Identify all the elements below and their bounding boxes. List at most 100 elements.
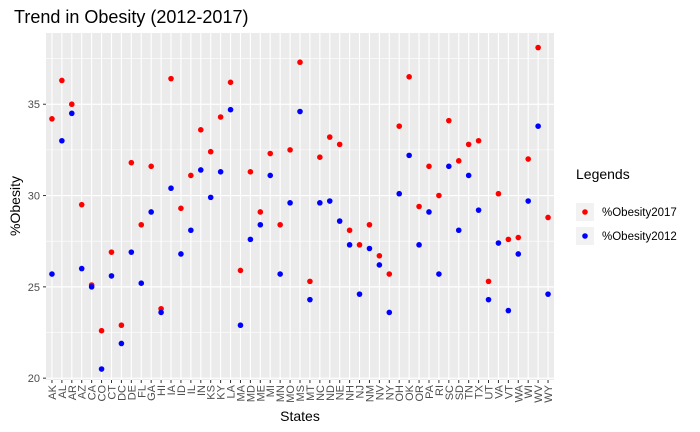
x-tick-label-LA: LA	[226, 384, 238, 398]
point-pct-Obesity2012-SC	[446, 163, 452, 170]
y-tick-label-1: 25	[28, 282, 40, 294]
x-tick-label-NM: NM	[364, 385, 376, 402]
point-pct-Obesity2017-ME	[257, 209, 264, 215]
point-pct-Obesity2012-RI	[436, 271, 442, 277]
point-pct-Obesity2017-IL	[188, 172, 194, 179]
point-pct-Obesity2017-AZ	[78, 201, 85, 208]
x-tick-label-OK: OK	[404, 384, 416, 401]
point-pct-Obesity2017-KY	[217, 114, 224, 120]
point-pct-Obesity2017-CT	[108, 249, 115, 255]
point-pct-Obesity2017-WV	[535, 44, 541, 51]
x-tick-label-CT: CT	[106, 385, 118, 400]
point-pct-Obesity2012-KS	[207, 194, 214, 201]
point-pct-Obesity2017-OR	[416, 203, 422, 210]
point-pct-Obesity2017-MT	[307, 278, 313, 285]
point-pct-Obesity2017-GA	[148, 163, 154, 170]
point-pct-Obesity2012-WI	[525, 198, 532, 204]
x-tick-label-KY: KY	[216, 384, 228, 399]
point-pct-Obesity2012-MT	[307, 296, 313, 303]
point-pct-Obesity2017-AL	[59, 77, 65, 84]
x-tick-label-DC: DC	[116, 385, 128, 401]
x-tick-label-WY: WY	[543, 384, 555, 402]
x-tick-label-FL: FL	[136, 385, 148, 398]
point-pct-Obesity2017-CO	[98, 327, 105, 334]
y-axis-ticks: 20 25 30 35	[28, 99, 46, 385]
x-tick-label-IA: IA	[166, 384, 178, 395]
point-pct-Obesity2012-WA	[515, 251, 522, 257]
point-pct-Obesity2012-CA	[88, 284, 95, 290]
x-tick-label-MI: MI	[265, 385, 277, 397]
x-tick-label-NJ: NJ	[355, 385, 367, 398]
point-pct-Obesity2012-MO	[287, 200, 293, 206]
x-tick-label-MO: MO	[285, 385, 297, 403]
x-tick-label-CA: CA	[87, 384, 99, 400]
legend-title: Legends	[576, 166, 630, 182]
point-pct-Obesity2012-NY	[386, 309, 393, 316]
point-pct-Obesity2017-OK	[406, 74, 412, 80]
point-pct-Obesity2012-NH	[346, 242, 353, 248]
point-pct-Obesity2012-MI	[267, 172, 274, 179]
legend-label-0: %Obesity2017	[602, 207, 677, 219]
point-pct-Obesity2017-NE	[336, 141, 343, 148]
point-pct-Obesity2012-OH	[396, 190, 403, 197]
point-pct-Obesity2017-LA	[227, 79, 234, 86]
x-tick-label-AK: AK	[47, 384, 59, 399]
point-pct-Obesity2017-NJ	[356, 242, 363, 248]
point-pct-Obesity2017-NH	[346, 227, 353, 234]
point-pct-Obesity2017-MI	[267, 150, 274, 157]
point-pct-Obesity2012-OR	[416, 242, 422, 248]
point-pct-Obesity2012-MN	[277, 271, 283, 277]
x-tick-label-IL: IL	[186, 385, 198, 394]
legend-label-1: %Obesity2012	[602, 231, 677, 243]
point-pct-Obesity2012-ND	[326, 198, 333, 204]
x-tick-label-HI: HI	[156, 385, 168, 396]
point-pct-Obesity2012-HI	[158, 309, 164, 316]
point-pct-Obesity2012-OK	[406, 152, 412, 159]
legend: %Obesity2017 %Obesity2012	[576, 203, 677, 245]
point-pct-Obesity2012-CO	[98, 366, 105, 372]
point-pct-Obesity2012-NM	[366, 245, 373, 252]
point-pct-Obesity2017-DE	[128, 159, 135, 166]
point-pct-Obesity2012-AL	[59, 137, 65, 144]
point-pct-Obesity2017-AK	[49, 116, 55, 122]
x-tick-label-OR: OR	[414, 385, 426, 402]
point-pct-Obesity2012-LA	[227, 106, 234, 113]
x-tick-label-ME: ME	[255, 385, 267, 402]
x-tick-label-TX: TX	[474, 384, 486, 399]
y-tick-label-0: 20	[28, 373, 40, 385]
point-pct-Obesity2017-MN	[277, 221, 283, 228]
point-pct-Obesity2012-DE	[128, 249, 135, 255]
x-tick-label-AL: AL	[57, 385, 69, 398]
point-pct-Obesity2017-NC	[317, 154, 323, 160]
y-axis-title: %Obesity	[7, 176, 23, 236]
x-tick-label-NY: NY	[384, 384, 396, 400]
point-pct-Obesity2012-CT	[108, 273, 115, 279]
x-tick-label-SD: SD	[454, 385, 466, 400]
point-pct-Obesity2012-AK	[49, 271, 55, 277]
point-pct-Obesity2017-TN	[465, 141, 472, 148]
x-tick-label-PA: PA	[424, 384, 436, 399]
x-tick-label-KS: KS	[206, 385, 218, 400]
point-pct-Obesity2012-IL	[188, 227, 194, 234]
x-tick-label-OH: OH	[394, 385, 406, 402]
point-pct-Obesity2017-WI	[525, 156, 532, 162]
point-pct-Obesity2012-VT	[505, 307, 512, 314]
x-tick-label-NH: NH	[345, 385, 357, 401]
point-pct-Obesity2017-SD	[455, 158, 462, 164]
point-pct-Obesity2017-NY	[386, 271, 393, 277]
point-pct-Obesity2012-IN	[197, 167, 204, 173]
point-pct-Obesity2012-FL	[138, 280, 145, 287]
point-pct-Obesity2012-VA	[495, 240, 502, 246]
point-pct-Obesity2017-MO	[287, 147, 293, 153]
point-pct-Obesity2012-ID	[178, 251, 184, 257]
point-pct-Obesity2017-WY	[545, 214, 551, 221]
point-pct-Obesity2017-IA	[168, 75, 174, 82]
x-tick-label-VA: VA	[493, 384, 505, 399]
x-tick-label-SC: SC	[444, 385, 456, 400]
y-tick-label-2: 30	[28, 191, 40, 203]
x-tick-label-CO: CO	[97, 385, 109, 402]
point-pct-Obesity2012-ME	[257, 221, 264, 228]
point-pct-Obesity2012-PA	[426, 209, 432, 215]
point-pct-Obesity2017-VT	[505, 236, 512, 243]
point-pct-Obesity2012-MD	[247, 236, 254, 243]
